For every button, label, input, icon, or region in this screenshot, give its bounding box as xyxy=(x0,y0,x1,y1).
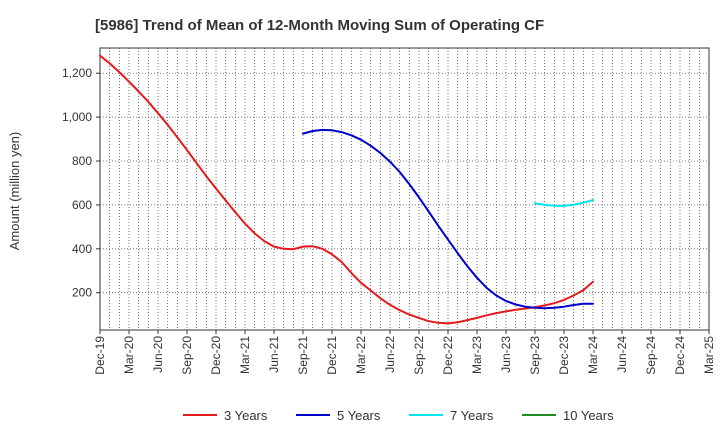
x-tick-label: Mar-21 xyxy=(238,336,252,374)
legend: 3 Years 5 Years 7 Years 10 Years xyxy=(183,408,614,423)
x-tick-label: Dec-24 xyxy=(673,336,687,375)
legend-label: 5 Years xyxy=(337,408,381,423)
y-tick-label: 600 xyxy=(72,198,92,212)
x-axis-ticks: Dec-19 Mar-20 Jun-20 Sep-20 Dec-20 Mar-21 Jun-… xyxy=(93,330,716,375)
y-axis-label: Amount (million yen) xyxy=(7,132,22,251)
x-tick-label: Sep-23 xyxy=(528,336,542,375)
y-tick-label: 1,000 xyxy=(62,110,92,124)
x-tick-label: Mar-20 xyxy=(122,336,136,374)
legend-label: 3 Years xyxy=(224,408,268,423)
y-axis-ticks: 200 400 600 800 1,000 1,200 xyxy=(62,66,100,300)
x-tick-label: Mar-24 xyxy=(586,336,600,374)
series-line-3-years xyxy=(99,54,594,325)
x-tick-label: Sep-22 xyxy=(412,336,426,375)
legend-label: 7 Years xyxy=(450,408,494,423)
x-tick-label: Jun-21 xyxy=(267,336,281,373)
series-lines xyxy=(99,54,594,325)
y-tick-label: 1,200 xyxy=(62,66,92,80)
y-tick-label: 800 xyxy=(72,154,92,168)
x-tick-label: Jun-24 xyxy=(615,336,629,373)
series-line-5-years xyxy=(302,128,594,310)
legend-label: 10 Years xyxy=(563,408,614,423)
y-tick-label: 400 xyxy=(72,242,92,256)
x-tick-label: Mar-23 xyxy=(470,336,484,374)
x-tick-label: Jun-22 xyxy=(383,336,397,373)
x-tick-label: Dec-22 xyxy=(441,336,455,375)
x-tick-label: Sep-21 xyxy=(296,336,310,375)
x-tick-label: Dec-20 xyxy=(209,336,223,375)
x-tick-label: Sep-24 xyxy=(644,336,658,375)
grid xyxy=(100,48,709,330)
x-tick-label: Dec-23 xyxy=(557,336,571,375)
x-tick-label: Jun-23 xyxy=(499,336,513,373)
series-line-7-years xyxy=(534,199,594,207)
x-tick-label: Jun-20 xyxy=(151,336,165,373)
chart-title: [5986] Trend of Mean of 12-Month Moving … xyxy=(95,17,544,34)
x-tick-label: Sep-20 xyxy=(180,336,194,375)
x-tick-label: Dec-21 xyxy=(325,336,339,375)
y-tick-label: 200 xyxy=(72,286,92,300)
plot-area xyxy=(99,47,710,331)
x-tick-label: Dec-19 xyxy=(93,336,107,375)
x-tick-label: Mar-25 xyxy=(702,336,716,374)
x-tick-label: Mar-22 xyxy=(354,336,368,374)
